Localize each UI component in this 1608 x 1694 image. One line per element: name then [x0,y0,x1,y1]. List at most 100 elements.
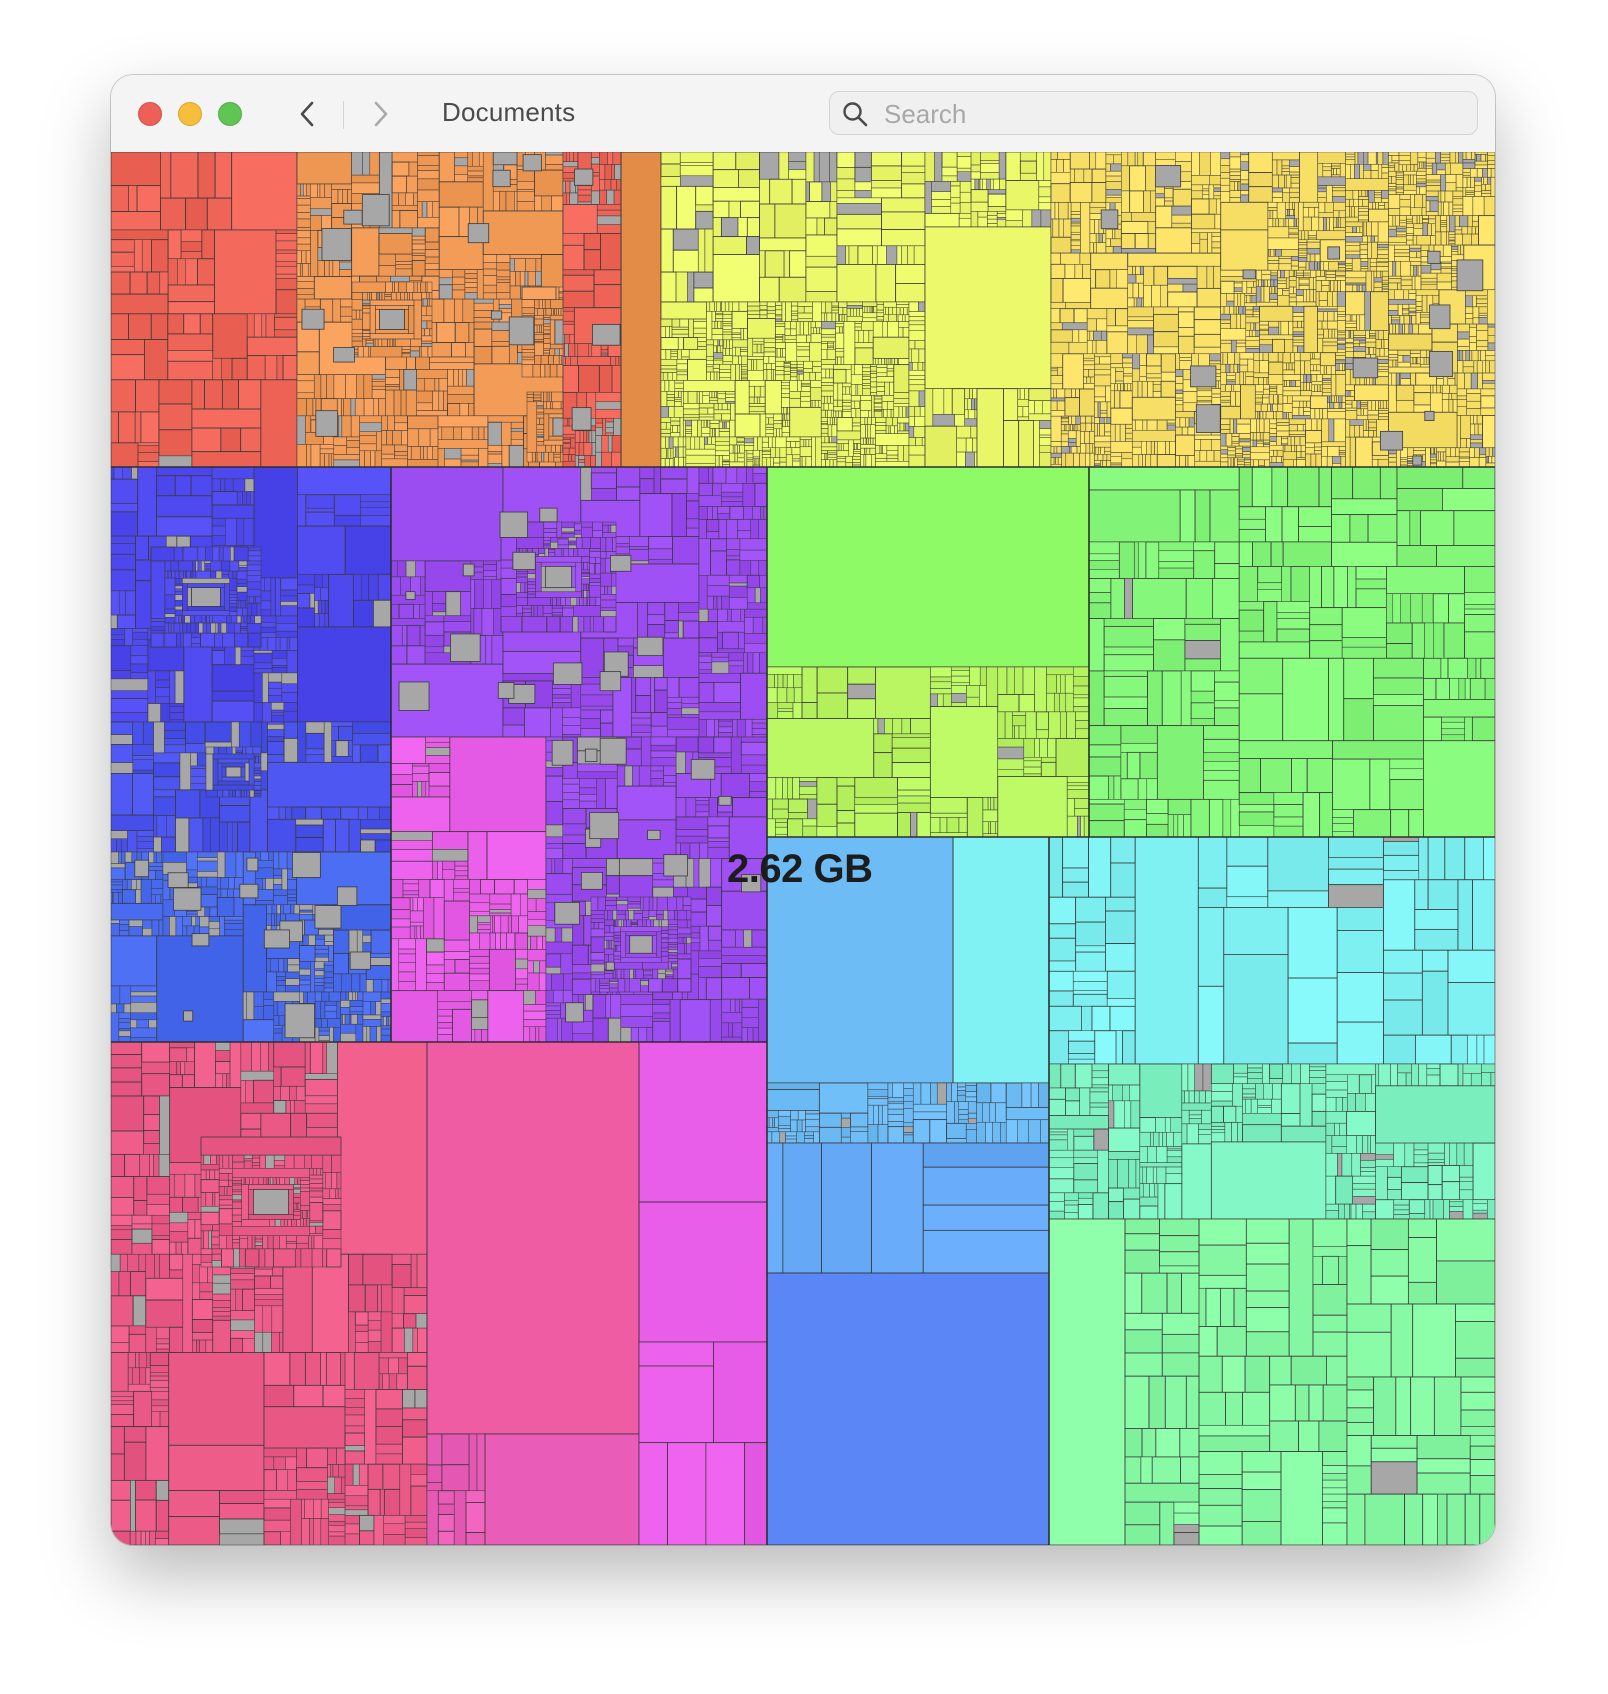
file-tile[interactable] [1291,415,1311,420]
file-tile[interactable] [1175,152,1192,162]
file-tile[interactable] [452,269,466,278]
file-tile[interactable] [1233,384,1241,392]
file-tile[interactable] [394,415,408,424]
file-tile[interactable] [862,376,871,380]
file-tile[interactable] [857,443,861,450]
file-tile[interactable] [1089,431,1095,444]
file-tile[interactable] [1003,388,1019,421]
file-tile[interactable] [1241,280,1248,294]
file-tile[interactable] [595,401,622,410]
file-tile[interactable] [1236,313,1241,329]
file-tile[interactable] [163,632,177,648]
file-tile[interactable] [150,621,166,628]
file-tile[interactable] [1145,165,1156,192]
file-tile[interactable] [862,301,878,307]
file-tile[interactable] [865,424,868,439]
file-tile[interactable] [722,322,733,327]
file-tile[interactable] [921,437,926,447]
file-tile[interactable] [1050,302,1066,309]
file-tile[interactable] [411,227,426,237]
file-tile[interactable] [846,316,863,322]
file-tile[interactable] [1070,225,1081,233]
file-tile[interactable] [314,600,319,614]
file-tile[interactable] [1337,306,1346,312]
file-tile[interactable] [1476,415,1483,425]
file-tile[interactable] [1381,270,1389,278]
file-tile[interactable] [1110,363,1123,369]
file-tile[interactable] [1430,235,1436,246]
file-tile[interactable] [1399,199,1411,208]
file-tile[interactable] [1282,459,1295,468]
file-tile[interactable] [861,321,874,331]
file-tile[interactable] [924,226,1052,390]
file-tile[interactable] [1466,438,1471,449]
file-tile[interactable] [595,418,603,424]
file-tile[interactable] [1445,456,1460,463]
file-tile[interactable] [1299,400,1304,408]
file-tile[interactable] [1417,168,1427,172]
file-tile[interactable] [1269,423,1277,429]
file-tile[interactable] [799,456,803,468]
file-tile[interactable] [1448,393,1452,400]
file-tile[interactable] [467,165,484,172]
file-tile[interactable] [1315,453,1322,468]
file-tile[interactable] [1231,442,1240,447]
file-tile[interactable] [766,457,771,468]
file-tile[interactable] [908,340,916,350]
file-tile[interactable] [453,369,459,387]
file-tile[interactable] [1311,381,1323,386]
file-tile[interactable] [860,447,865,455]
file-tile[interactable] [136,185,161,212]
file-tile[interactable] [672,228,699,251]
file-tile[interactable] [1095,340,1108,355]
file-tile[interactable] [1359,314,1366,331]
file-tile[interactable] [118,411,136,444]
file-tile[interactable] [797,318,813,322]
file-tile[interactable] [1370,164,1379,171]
file-tile[interactable] [1220,445,1228,450]
file-tile[interactable] [296,374,315,382]
file-tile[interactable] [761,441,769,448]
file-tile[interactable] [706,311,713,341]
file-tile[interactable] [905,406,910,418]
file-tile[interactable] [666,391,675,395]
file-tile[interactable] [1139,365,1147,377]
file-tile[interactable] [1252,439,1257,448]
file-tile[interactable] [1018,420,1035,468]
file-tile[interactable] [1337,334,1346,339]
file-tile[interactable] [1329,217,1334,232]
file-tile[interactable] [1425,174,1441,181]
file-tile[interactable] [1050,353,1063,368]
file-tile[interactable] [1263,388,1270,396]
file-tile[interactable] [370,450,376,468]
file-tile[interactable] [1270,274,1278,281]
file-tile[interactable] [781,385,790,390]
file-tile[interactable] [238,560,248,566]
file-tile[interactable] [782,348,786,358]
file-tile[interactable] [1345,156,1356,160]
file-tile[interactable] [128,926,143,937]
file-tile[interactable] [1083,360,1095,366]
file-tile[interactable] [1031,209,1042,228]
file-tile[interactable] [734,452,739,463]
file-tile[interactable] [1193,346,1221,355]
file-tile[interactable] [1106,401,1112,418]
file-tile[interactable] [212,753,255,760]
file-tile[interactable] [881,358,885,365]
file-tile[interactable] [421,343,433,347]
file-tile[interactable] [1369,347,1374,355]
file-tile[interactable] [1430,459,1437,463]
file-tile[interactable] [835,350,845,358]
file-tile[interactable] [852,462,861,466]
file-tile[interactable] [595,435,603,453]
file-tile[interactable] [246,560,262,566]
file-tile[interactable] [1359,226,1363,234]
file-tile[interactable] [1462,176,1468,188]
file-tile[interactable] [253,775,262,780]
file-tile[interactable] [1220,293,1227,307]
file-tile[interactable] [562,320,575,325]
file-tile[interactable] [1399,222,1407,227]
file-tile[interactable] [853,449,861,452]
file-tile[interactable] [1175,369,1184,377]
file-tile[interactable] [385,384,400,387]
